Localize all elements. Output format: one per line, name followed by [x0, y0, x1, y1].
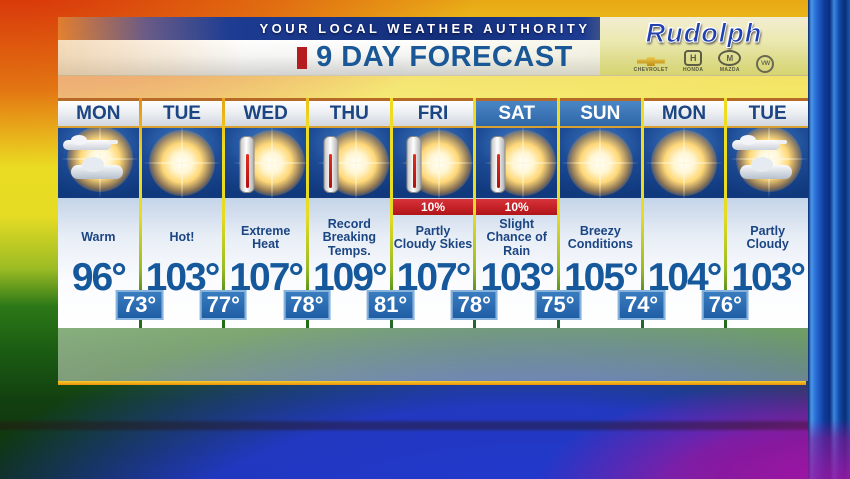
weather-icon-area — [141, 128, 223, 198]
weather-icon-area — [727, 128, 808, 198]
vw-circle-icon: VW — [756, 55, 775, 73]
forecast-day-column: THU Record Breaking Temps. 109° 81° — [308, 98, 415, 328]
day-label: SUN — [580, 103, 621, 124]
condition-text: Partly Cloudy — [746, 223, 789, 251]
day-header: TUE — [727, 98, 808, 128]
sun-icon — [142, 128, 223, 198]
weather-icon-area — [392, 128, 474, 198]
day-header: SUN — [559, 98, 641, 128]
low-temp-badge: 78° — [450, 290, 498, 320]
honda-brand: H HONDA — [683, 50, 703, 73]
sun-icon — [560, 128, 641, 198]
condition-text: Hot! — [169, 230, 195, 245]
low-temp-badge: 74° — [617, 290, 666, 320]
low-temp-badge: 76° — [701, 290, 749, 320]
forecast-day-column: WED Extreme Heat 107° 78° — [225, 98, 331, 328]
cloud-icon — [71, 157, 123, 179]
sun-glow-icon — [567, 130, 634, 196]
day-header: FRI — [392, 98, 474, 128]
page-title: 9 DAY FORECAST — [230, 40, 640, 75]
cloud-icon — [63, 135, 111, 150]
low-temp-badge: 81° — [366, 290, 415, 320]
thermometer-sun-icon — [476, 128, 557, 198]
day-label: TUE — [748, 103, 787, 124]
forecast-columns: MON Warm 96° 73° TUE Hot! 103° 77° WED — [58, 98, 808, 328]
weather-icon-area — [559, 128, 641, 198]
condition-text: Partly Cloudy Skies — [393, 223, 473, 251]
weather-icon-area — [225, 128, 306, 198]
day-header: MON — [643, 98, 725, 128]
forecast-day-column: MON 104° 76° — [643, 98, 749, 328]
weather-icon-area — [643, 128, 725, 198]
panel-top-strip — [58, 75, 808, 98]
forecast-day-column: TUE Hot! 103° 77° — [141, 98, 247, 328]
cloud-icon — [740, 157, 793, 179]
thermometer-sun-icon — [393, 128, 474, 198]
day-label: MON — [661, 103, 707, 124]
thermometer-icon — [239, 136, 255, 193]
day-header: MON — [58, 98, 139, 128]
day-label: FRI — [417, 103, 449, 124]
sun-icon — [644, 128, 725, 198]
weather-icon-area — [308, 128, 390, 198]
forecast-detail-area: Hot! 103° 77° — [141, 198, 247, 328]
condition-text: Record Breaking Temps. — [322, 216, 377, 258]
day-header: WED — [225, 98, 306, 128]
day-header: THU — [308, 98, 390, 128]
thermometer-icon — [406, 136, 422, 193]
condition-text — [645, 217, 724, 259]
precip-chance-badge: 10% — [476, 199, 557, 215]
weather-icon-area — [476, 128, 557, 198]
low-temp-badge: 75° — [534, 290, 582, 320]
day-label: WED — [243, 103, 288, 124]
condition-text: Slight Chance of Rain — [486, 216, 547, 258]
chevrolet-brand: CHEVROLET — [634, 57, 668, 73]
car-brands-row: CHEVROLET H HONDA M MAZDA VW — [600, 50, 808, 73]
rudolph-logo: Rudolph — [645, 18, 763, 49]
cloud-icon — [732, 135, 781, 150]
title-accent-bar-icon — [297, 47, 308, 69]
precip-chance-badge: 10% — [392, 199, 474, 215]
sponsor-block: Rudolph CHEVROLET H HONDA M MAZDA VW — [600, 17, 808, 75]
sun-clouds-icon — [58, 128, 139, 198]
forecast-detail-area: Warm 96° 73° — [58, 198, 164, 328]
condition-text: Breezy Conditions — [567, 223, 633, 251]
chevrolet-bowtie-icon — [636, 57, 665, 66]
gold-divider-line — [58, 381, 806, 385]
thermometer-sun-icon — [225, 128, 306, 198]
vw-brand: VW — [756, 55, 775, 73]
weather-icon-area — [58, 128, 139, 198]
sun-clouds-icon — [727, 128, 808, 198]
mazda-brand: M MAZDA — [718, 50, 742, 73]
day-label: THU — [329, 103, 369, 124]
day-header: SAT — [476, 98, 557, 128]
condition-text: Warm — [81, 230, 116, 245]
honda-h-icon: H — [684, 50, 703, 66]
condition-text: Extreme Heat — [240, 223, 291, 251]
thermometer-sun-icon — [309, 128, 390, 198]
day-label: TUE — [162, 103, 201, 124]
day-label: SAT — [498, 103, 535, 124]
panel-bottom-strip — [58, 328, 808, 381]
authority-text: YOUR LOCAL WEATHER AUTHORITY — [259, 21, 591, 36]
day-label: MON — [76, 103, 121, 124]
title-label: 9 DAY FORECAST — [316, 41, 573, 73]
low-temp-badge: 73° — [115, 290, 164, 320]
mazda-m-icon: M — [718, 50, 742, 66]
low-temp-badge: 78° — [283, 290, 331, 320]
forecast-day-column: MON Warm 96° 73° — [58, 98, 164, 328]
day-header: TUE — [141, 98, 223, 128]
sun-glow-icon — [650, 130, 717, 196]
studio-side-bars — [808, 0, 850, 479]
thermometer-icon — [323, 136, 339, 193]
sun-glow-icon — [148, 130, 215, 196]
thermometer-icon — [490, 136, 506, 193]
background-purple-corner — [620, 417, 850, 479]
low-temp-badge: 77° — [199, 290, 247, 320]
forecast-day-column: SAT 10% Slight Chance of Rain 103° 75° — [476, 98, 582, 328]
